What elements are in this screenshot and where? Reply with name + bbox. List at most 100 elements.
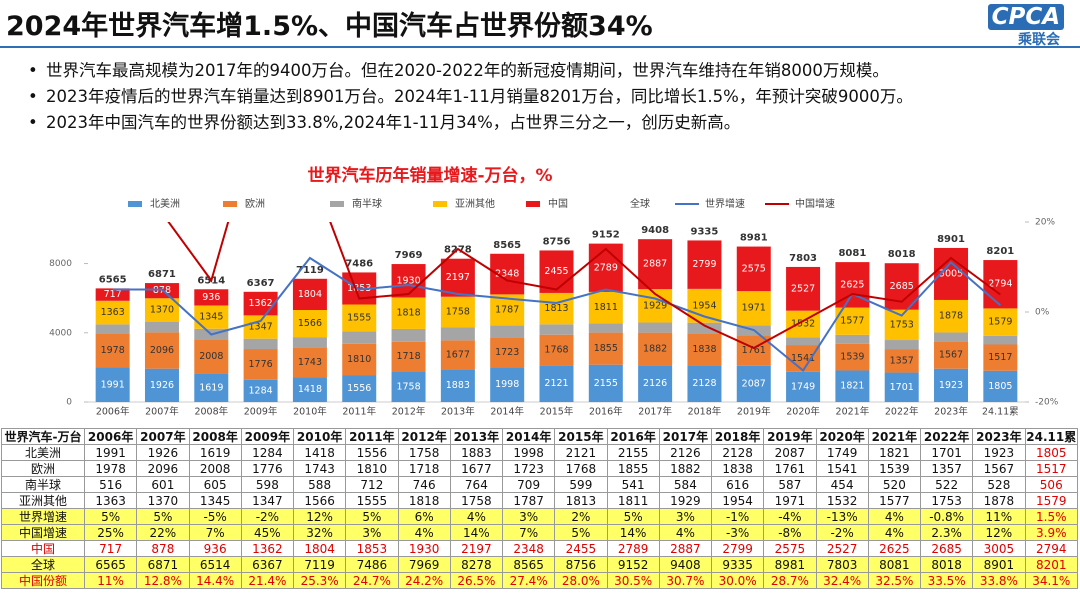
bar-segment [95,288,130,301]
table-row: 南半球 516 601 605 598 588 712 746 764 709 599 541 584 6… [1,476,1078,493]
table-cell: 1749 [815,444,869,461]
table-row: 全球 6565 6871 6514 6367 7119 7486 7969 8278 8565 87… [1,556,1078,573]
table-cell: 中国 [1,540,85,557]
bar-value-label: 1930 [396,275,420,286]
table-cell: 1855 [606,460,660,477]
table-cell: 2023年 [972,428,1026,445]
total-label: 9408 [641,225,669,236]
bar-value-label: 936 [202,292,220,303]
bar-value-label: 1929 [643,300,667,311]
table-cell: 746 [397,476,451,493]
table-cell: -13% [815,508,869,525]
bar-segment [440,369,475,402]
x-tick-label: 24.11累 [982,407,1019,418]
table-cell: 2155 [606,444,660,461]
bar-value-label: 2155 [594,378,618,389]
bar-value-label: 1926 [150,380,174,391]
bar-value-label: 1811 [594,302,618,313]
total-label: 7803 [789,253,817,264]
total-label: 7486 [345,258,373,269]
bar-segment [934,332,969,342]
table-cell: 599 [554,476,608,493]
table-cell: 587 [763,476,817,493]
bar-value-label: 1923 [939,380,963,391]
bar-value-label: 2126 [643,378,667,389]
bar-value-label: 1810 [347,354,371,365]
bar-segment [588,364,623,402]
x-tick-label: 2012年 [392,406,426,418]
table-cell: 2018年 [710,428,765,445]
table-cell: 1619 [188,444,242,461]
table-cell: 30.7% [658,572,713,589]
bar-value-label: 717 [104,289,122,300]
bar-segment [194,339,229,374]
bar-segment [292,347,327,378]
table-cell: 1878 [972,492,1026,509]
table-cell: 1978 [83,460,138,477]
table-cell: 1818 [397,492,451,509]
bar-segment [786,337,821,346]
table-cell: 1579 [1024,492,1078,509]
table-cell: 12.8% [136,572,190,589]
bar-segment [490,337,525,368]
bar-segment [490,367,525,402]
bar-segment [539,250,574,293]
table-cell: 2008 [188,460,242,477]
bar-segment [440,296,475,328]
table-row: 中国增速 25% 22% 7% 45% 32% 3% 4% 14% 7% 5% 14% 4% -3% -8%… [1,524,1078,541]
table-cell: 709 [501,476,556,493]
table-cell: 1363 [83,492,138,509]
y2-tick-label: 20% [1035,218,1055,228]
table-cell: 1923 [972,444,1026,461]
bar-segment [687,365,722,402]
table-cell: 1787 [501,492,556,509]
table-cell: 712 [345,476,399,493]
bar-segment [194,289,229,306]
table-cell: 24.2% [397,572,451,589]
table-cell: 8756 [554,556,608,573]
table-cell: 30.5% [606,572,660,589]
logo-subtext: 乘联会 [1018,32,1060,48]
bar-value-label: 1991 [101,379,125,390]
bullet: 2023年疫情后的世界汽车销量达到8901万台。2024年1-11月销量8201… [28,86,1068,108]
table-cell: 28.0% [554,572,608,589]
bar-segment [835,370,870,402]
table-cell: 1758 [397,444,451,461]
table-cell: 1539 [867,460,922,477]
total-label: 9152 [592,230,620,241]
bar-value-label: 1743 [298,357,322,368]
bar-value-label: 2121 [544,378,568,389]
table-cell: 878 [136,540,190,557]
total-label: 8565 [493,240,521,251]
table-cell: 5% [136,508,190,525]
bar-segment [342,331,377,344]
table-cell: 1768 [554,460,608,477]
table-cell: 2020年 [815,428,869,445]
table-cell: 520 [867,476,922,493]
table-cell: 2015年 [554,428,608,445]
bar-segment [786,371,821,402]
legend-swatch [330,201,344,207]
bar-segment [983,344,1018,371]
bar-segment [391,341,426,372]
table-cell: 7% [501,524,556,541]
table-cell: 1813 [554,492,608,509]
table-cell: 2789 [606,540,660,557]
legend-label: 亚洲其他 [455,197,495,210]
bar-value-label: 1883 [446,380,470,391]
bar-value-label: 1363 [101,307,125,318]
table-cell: 世界汽车-万台 [1,428,85,445]
x-tick-label: 2022年 [885,406,919,418]
bar-segment [638,322,673,333]
table-cell: 717 [83,540,138,557]
table-cell: 1811 [606,492,660,509]
bar-value-label: 1805 [988,381,1012,392]
table-cell: 1418 [292,444,347,461]
table-cell: 8018 [919,556,974,573]
table-cell: 1677 [449,460,504,477]
bar-value-label: 1821 [840,381,864,392]
bar-segment [934,299,969,333]
table-cell: 33.8% [972,572,1026,589]
bar-value-label: 1998 [495,379,519,390]
bar-segment [934,368,969,402]
